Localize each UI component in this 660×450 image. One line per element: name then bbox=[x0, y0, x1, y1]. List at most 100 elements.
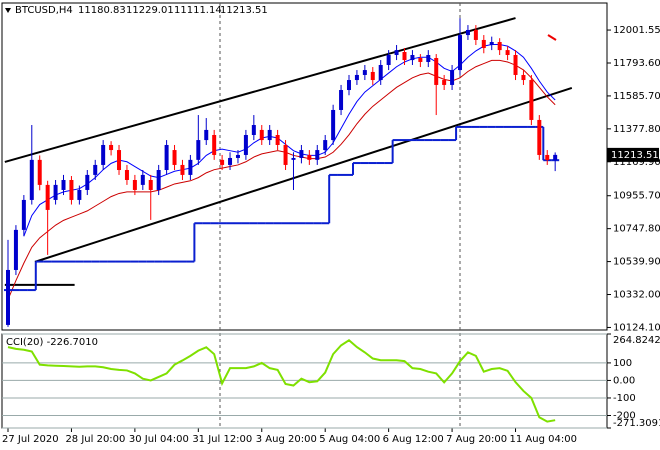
candle-body bbox=[307, 154, 312, 160]
x-tick-label: 28 Jul 20:00 bbox=[65, 434, 125, 445]
y-tick-label: 10332.00 bbox=[613, 290, 660, 301]
candle-body bbox=[465, 29, 470, 36]
candle-body bbox=[212, 135, 217, 155]
candle-body bbox=[124, 170, 129, 180]
y-tick-label: 10124.10 bbox=[613, 322, 660, 333]
candle-body bbox=[251, 125, 256, 136]
candle-body bbox=[291, 157, 296, 160]
candle-body bbox=[513, 55, 518, 75]
y-tick-label: 12001.55 bbox=[613, 25, 660, 36]
candle-body bbox=[378, 64, 383, 81]
candle-body bbox=[93, 164, 98, 175]
candle-body bbox=[228, 157, 233, 165]
header-low: 11111.14 bbox=[174, 5, 222, 16]
candle-body bbox=[434, 58, 439, 85]
candle-body bbox=[410, 55, 415, 61]
candle-body bbox=[77, 189, 82, 200]
candle-body bbox=[53, 184, 58, 200]
candle-body bbox=[132, 179, 137, 190]
y-tick-label: 10955.70 bbox=[613, 191, 660, 202]
cci-line bbox=[7, 339, 556, 423]
moving-average bbox=[7, 59, 556, 300]
candle-body bbox=[402, 51, 407, 61]
candle-body bbox=[45, 184, 50, 210]
y-tick-label: 0.00 bbox=[613, 375, 635, 386]
candle-body bbox=[489, 42, 494, 46]
candle-body bbox=[140, 174, 145, 185]
header-high: 11229.01 bbox=[126, 5, 174, 16]
y-tick-label: -100 bbox=[613, 393, 636, 404]
x-tick-label: 5 Aug 04:00 bbox=[319, 434, 380, 445]
candle-body bbox=[315, 150, 320, 160]
candle-body bbox=[521, 74, 526, 81]
candle-body bbox=[21, 199, 26, 230]
candle-body bbox=[537, 119, 542, 155]
candle-body bbox=[362, 70, 367, 75]
candle-body bbox=[473, 29, 478, 40]
y-tick-label: -271.3091 bbox=[613, 418, 660, 429]
candle-body bbox=[497, 42, 502, 51]
candle-body bbox=[235, 154, 240, 158]
y-tick-label: 10539.90 bbox=[613, 257, 660, 268]
collapse-icon bbox=[5, 8, 11, 13]
candle-body bbox=[299, 150, 304, 158]
y-tick-label: 11793.60 bbox=[613, 58, 660, 69]
x-tick-label: 31 Jul 12:00 bbox=[192, 434, 252, 445]
x-tick-label: 3 Aug 20:00 bbox=[256, 434, 317, 445]
candle-body bbox=[442, 80, 447, 85]
candle-body bbox=[505, 50, 510, 56]
x-tick-label: 30 Jul 04:00 bbox=[129, 434, 189, 445]
moving-average bbox=[23, 44, 556, 237]
candle-body bbox=[6, 269, 10, 325]
trendline bbox=[34, 87, 573, 263]
y-tick-label: 11585.70 bbox=[613, 91, 660, 102]
candle-body bbox=[61, 179, 66, 190]
candle-body bbox=[370, 71, 375, 81]
candle-body bbox=[204, 129, 209, 141]
header-close: 11213.51 bbox=[220, 5, 268, 16]
y-tick-label: 100 bbox=[613, 358, 632, 369]
candle-body bbox=[13, 229, 18, 270]
candle-body bbox=[339, 90, 344, 110]
candle-body bbox=[243, 135, 248, 155]
candle-body bbox=[481, 39, 486, 49]
candle-body bbox=[85, 174, 90, 190]
candle-body bbox=[386, 55, 391, 65]
candle-body bbox=[180, 164, 185, 175]
candle-body bbox=[148, 179, 153, 190]
candle-body bbox=[29, 159, 34, 200]
marker bbox=[547, 34, 557, 41]
candle-body bbox=[418, 58, 423, 62]
x-tick-label: 27 Jul 2020 bbox=[2, 434, 59, 445]
x-tick-label: 6 Aug 12:00 bbox=[383, 434, 444, 445]
symbol: BTCUSD,H4 bbox=[15, 5, 73, 16]
candle-body bbox=[394, 50, 399, 56]
candle-body bbox=[117, 150, 122, 171]
candle-body bbox=[450, 70, 455, 85]
x-tick-label: 11 Aug 04:00 bbox=[510, 434, 577, 445]
x-tick-label: 7 Aug 20:00 bbox=[446, 434, 507, 445]
candle-body bbox=[156, 170, 161, 190]
candle-body bbox=[283, 144, 288, 165]
header-open: 11180.83 bbox=[78, 5, 126, 16]
price-box bbox=[607, 147, 659, 162]
candle-body bbox=[259, 129, 264, 141]
y-tick-label: -200 bbox=[613, 410, 636, 421]
y-tick-label: 11169.90 bbox=[613, 157, 660, 168]
y-tick-label: 264.8242 bbox=[613, 335, 660, 346]
candle-body bbox=[458, 35, 463, 71]
candle-body bbox=[164, 144, 169, 171]
y-tick-label: 11377.80 bbox=[613, 124, 660, 135]
current-price: 11213.51 bbox=[611, 150, 659, 161]
candle-body bbox=[545, 154, 550, 161]
y-tick-label: 10747.80 bbox=[613, 224, 660, 235]
candle-body bbox=[331, 109, 336, 141]
candle-body bbox=[109, 144, 114, 151]
candle-body bbox=[37, 159, 42, 185]
candle-body bbox=[69, 179, 74, 200]
cci-title: CCI(20) -226.7010 bbox=[6, 337, 98, 348]
candle-body bbox=[553, 154, 558, 161]
candle-body bbox=[196, 140, 201, 160]
